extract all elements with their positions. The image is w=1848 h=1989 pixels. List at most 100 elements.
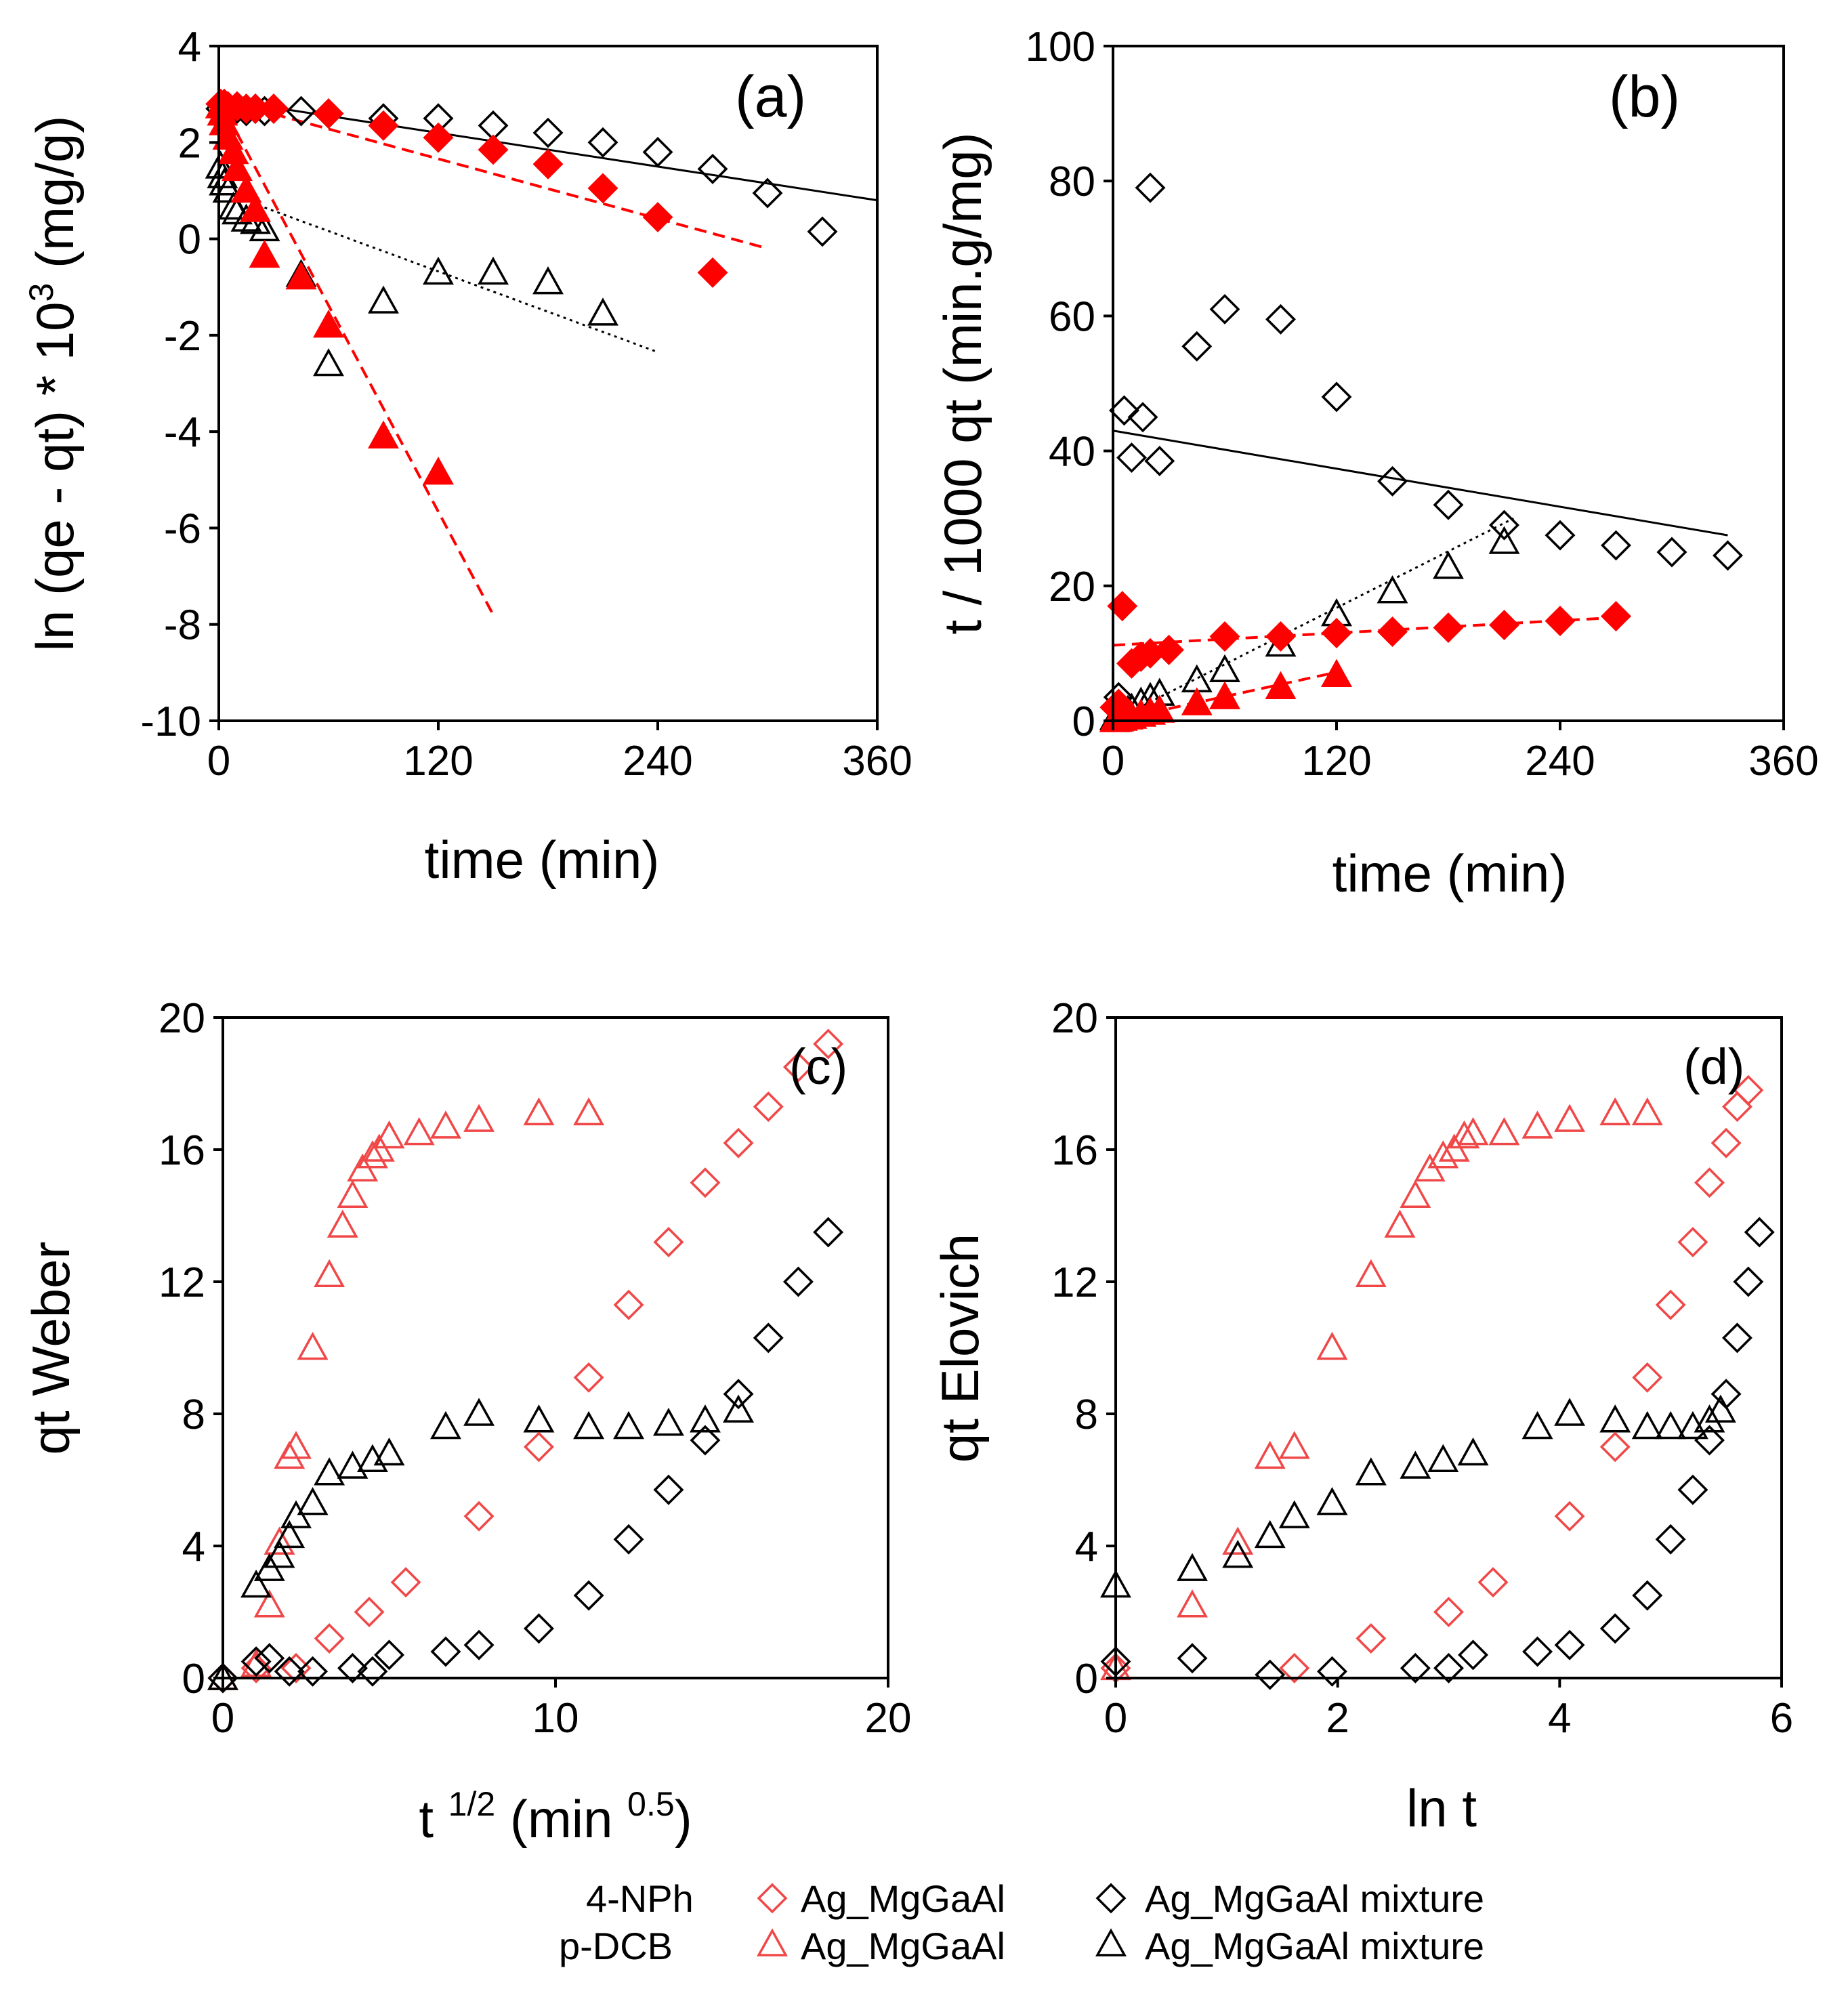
panel-a-point-s4 xyxy=(285,261,317,290)
panel-a-fit-line-2 xyxy=(218,98,768,250)
panel-c-point-s1 xyxy=(403,1117,435,1146)
panel-d-point-s4 xyxy=(1255,1659,1286,1690)
panel-a-point-s1 xyxy=(752,177,783,209)
panel-d-point-s4 xyxy=(1554,1629,1585,1660)
panel-b-point-s3 xyxy=(1601,601,1631,632)
panel-a-point-s2 xyxy=(368,110,399,141)
panel-b-point-s4 xyxy=(1181,687,1213,715)
panel-c-point-s3 xyxy=(573,1362,604,1393)
panel-c-y-tick-label: 16 xyxy=(159,1127,205,1174)
panel-a-point-s2 xyxy=(258,93,289,124)
legend-row1-compound: 4-NPh xyxy=(586,1877,694,1920)
panel-a-point-s4 xyxy=(249,239,280,268)
panel-b-y-tick-label: 80 xyxy=(1049,159,1095,205)
panel-d-point-s3 xyxy=(1721,1091,1752,1123)
panel-c-point-s1 xyxy=(356,1140,388,1169)
panel-b-point-s3 xyxy=(1321,618,1352,648)
legend-pdcb-single-marker xyxy=(757,1928,788,1956)
panel-c-point-s4 xyxy=(573,1580,604,1611)
panel-a-point-s4 xyxy=(313,310,344,338)
panel-c-point-s3 xyxy=(782,1051,814,1083)
panel-b-x-tick-label: 0 xyxy=(1101,738,1125,784)
panel-a-point-s4 xyxy=(368,420,399,449)
panel-c-x-axis-title: t 1/2 (min 0.5) xyxy=(419,1785,692,1849)
panel-c-point-s4 xyxy=(297,1656,329,1687)
panel-d-point-s1 xyxy=(1222,1526,1254,1555)
panel-c-point-s2 xyxy=(429,1410,461,1440)
panel-c-y-tick-label: 12 xyxy=(159,1259,205,1306)
panel-d-point-s2 xyxy=(1655,1410,1687,1440)
panel-c: 0 10 20 0 4 8 12 16 20 (c) t 1/2 (min 0.5) qt We… xyxy=(21,995,911,1849)
panel-c-point-s1 xyxy=(573,1097,605,1126)
panel-c-point-s4 xyxy=(753,1322,784,1354)
panel-c-ticks: 0 10 20 0 4 8 12 16 20 xyxy=(159,995,911,1742)
panel-d-y-axis-title: qt Elovich xyxy=(930,1234,990,1463)
panel-c-point-s2 xyxy=(689,1404,721,1433)
panel-d-point-s1 xyxy=(1488,1117,1520,1146)
panel-d-point-s1 xyxy=(1254,1440,1286,1469)
panel-d-point-s2 xyxy=(1554,1398,1586,1426)
panel-c-point-s4 xyxy=(357,1656,388,1687)
panel-d-point-s4 xyxy=(1744,1217,1775,1248)
panel-c-point-s3 xyxy=(354,1597,385,1627)
panel-c-y-tick-label: 4 xyxy=(182,1524,205,1570)
panel-c-point-s2 xyxy=(240,1569,272,1598)
panel-a-point-s4 xyxy=(423,457,454,485)
panel-c-point-s1 xyxy=(463,1104,495,1132)
legend-row1-single-label: Ag_MgGaAl xyxy=(801,1877,1005,1920)
panel-c-point-s4 xyxy=(653,1474,684,1505)
panel-d-point-s2 xyxy=(1355,1457,1387,1486)
panel-c-point-s3 xyxy=(314,1623,345,1654)
panel-c-point-s2 xyxy=(314,1457,345,1486)
panel-c-point-s4 xyxy=(723,1379,754,1410)
panel-b-x-tick-label: 120 xyxy=(1301,738,1371,784)
panel-a-point-s2 xyxy=(478,134,509,165)
panel-d-y-tick-label: 20 xyxy=(1051,995,1098,1042)
panel-c-label: (c) xyxy=(789,1039,847,1095)
panel-d-point-s4 xyxy=(1522,1636,1553,1667)
panel-d-y-tick-label: 12 xyxy=(1051,1259,1098,1306)
panel-a-x-axis-title: time (min) xyxy=(425,830,660,889)
panel-c-point-s3 xyxy=(390,1567,421,1598)
panel-d-point-s3 xyxy=(1694,1167,1725,1198)
panel-d-plot-frame xyxy=(1114,1016,1783,1679)
panel-b-point-s1 xyxy=(1713,540,1743,571)
panel-a-point-s2 xyxy=(697,257,728,288)
panel-b-point-s2 xyxy=(1433,551,1464,579)
panel-b-point-s2 xyxy=(1377,575,1408,604)
panel-a-point-s4 xyxy=(222,152,253,182)
panel-c-x-axis-title-sup2: 0.5 xyxy=(627,1785,675,1823)
panel-b-point-s3 xyxy=(1489,610,1519,641)
panel-b-fit-line-3 xyxy=(1112,616,1616,647)
panel-a-point-s1 xyxy=(532,117,564,148)
panel-c-point-s1 xyxy=(264,1526,295,1555)
panel-d-point-s2 xyxy=(1177,1553,1209,1581)
panel-c-point-s4 xyxy=(337,1652,368,1683)
panel-a-x-tick-label: 360 xyxy=(842,738,912,784)
panel-b-point-s2 xyxy=(1209,654,1240,683)
panel-d-x-axis-title: ln t xyxy=(1406,1778,1477,1838)
panel-d-point-s3 xyxy=(1710,1127,1742,1158)
panel-d-point-s3 xyxy=(1599,1431,1631,1463)
panel-c-point-s2 xyxy=(463,1398,495,1426)
panel-d-point-s4 xyxy=(1632,1580,1663,1611)
panel-c-point-s4 xyxy=(782,1266,814,1297)
panel-b-y-tick-label: 40 xyxy=(1049,429,1095,476)
panel-d-point-s2 xyxy=(1694,1404,1725,1433)
panel-b-point-s1 xyxy=(1144,446,1175,477)
panel-b-point-s1 xyxy=(1377,465,1408,497)
panel-c-y-tick-label: 0 xyxy=(182,1656,205,1702)
panel-d-point-s3 xyxy=(1677,1227,1708,1257)
panel-c-marks xyxy=(207,1028,844,1694)
panel-b: 0 120 240 360 0 20 40 60 80 100 (b) time (min) t … xyxy=(933,24,1819,903)
panel-b-plot-frame xyxy=(1112,45,1785,722)
panel-a-point-s3 xyxy=(423,256,454,285)
panel-d-point-s2 xyxy=(1222,1540,1254,1568)
panel-d-x-tick-label: 6 xyxy=(1770,1695,1793,1742)
panel-b-point-s1 xyxy=(1109,395,1139,426)
panel-c-y-tick-label: 8 xyxy=(182,1391,205,1438)
panel-a-label: (a) xyxy=(735,64,806,129)
panel-c-point-s2 xyxy=(723,1394,755,1423)
panel-d-point-s4 xyxy=(1400,1652,1431,1683)
